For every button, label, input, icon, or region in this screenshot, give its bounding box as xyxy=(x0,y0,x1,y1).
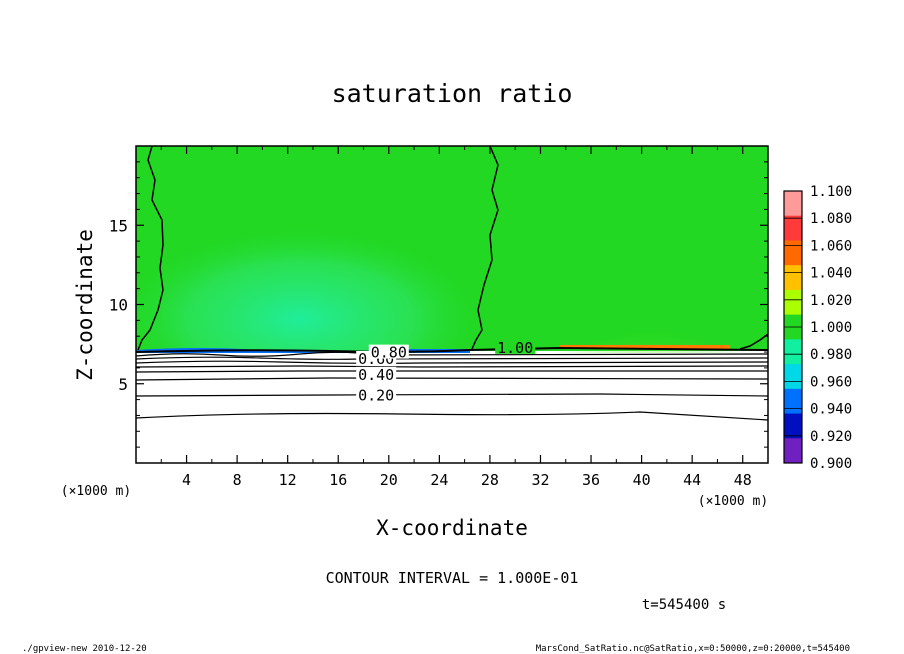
colorbar-segment xyxy=(784,265,802,291)
contour-label-bg xyxy=(356,387,397,402)
y-axis: 5 10 15 xyxy=(109,161,768,448)
colorbar-segment xyxy=(784,289,802,316)
x-tick-label: 24 xyxy=(430,471,448,489)
colorbar-label: 0.980 xyxy=(810,347,852,363)
colorbar-label: 1.000 xyxy=(810,320,852,336)
z-unit-note: (×1000 m) xyxy=(61,484,131,499)
colorbar-label: 0.940 xyxy=(810,402,852,418)
y-axis-title: Z-coordinate xyxy=(73,229,97,381)
contour-line xyxy=(739,333,768,350)
colorbar-label: 1.060 xyxy=(810,238,852,254)
colorbar-segment xyxy=(784,388,802,415)
chart-title: saturation ratio xyxy=(332,79,573,108)
contour-line xyxy=(471,146,499,350)
x-tick-label: 36 xyxy=(582,471,600,489)
contour-labels: 0.200.400.600.80 1.00 xyxy=(356,339,536,404)
contour-label-bg xyxy=(368,344,409,359)
colorbar-label: 1.080 xyxy=(810,211,852,227)
x-tick-label: 48 xyxy=(734,471,752,489)
colorbar-segment xyxy=(784,438,802,464)
contour-label: 0.40 xyxy=(358,366,394,384)
colorbar-segment xyxy=(784,240,802,266)
contour-line xyxy=(137,146,164,351)
contour-label-bg xyxy=(356,366,397,381)
x-tick-label: 16 xyxy=(329,471,347,489)
colorbar-label: 1.020 xyxy=(810,293,852,309)
dry-layer xyxy=(136,353,768,463)
colorbar-label: 0.960 xyxy=(810,374,852,390)
x-axis: 4 8 12 16 20 24 28 32 36 40 44 48 xyxy=(160,146,752,489)
x-unit-note: (×1000 m) xyxy=(698,494,768,509)
x-tick-label: 8 xyxy=(233,471,242,489)
x-tick-label: 28 xyxy=(481,471,499,489)
contour-interval: CONTOUR INTERVAL = 1.000E-01 xyxy=(326,569,579,587)
x-tick-label: 44 xyxy=(683,471,701,489)
x-tick-label: 4 xyxy=(182,471,191,489)
footer-left: ./gpview-new 2010-12-20 xyxy=(22,644,147,654)
contour-label: 1.00 xyxy=(497,339,533,357)
x-axis-title: X-coordinate xyxy=(376,516,528,540)
x-tick-label: 40 xyxy=(633,471,651,489)
contour-label: 0.80 xyxy=(371,344,407,362)
contour-label: 0.20 xyxy=(358,386,394,404)
colorbar-segment xyxy=(784,413,802,439)
plot-area xyxy=(136,146,768,463)
y-tick-label: 10 xyxy=(109,296,128,315)
colorbar-segment xyxy=(784,364,802,390)
colorbar-label: 0.900 xyxy=(810,456,852,472)
x-tick-label: 12 xyxy=(279,471,297,489)
time-label: t=545400 s xyxy=(642,597,726,613)
x-tick-label: 20 xyxy=(380,471,398,489)
colorbar-label: 1.040 xyxy=(810,266,852,282)
x-tick-label: 32 xyxy=(531,471,549,489)
colorbar-segment xyxy=(784,339,802,365)
colorbar-segment xyxy=(784,215,802,241)
colorbar-label: 0.920 xyxy=(810,429,852,445)
y-tick-label: 5 xyxy=(118,375,128,394)
y-tick-label: 15 xyxy=(109,216,128,235)
colorbar: 1.100 1.080 1.060 1.040 1.020 1.000 0.980 0.960… xyxy=(783,184,852,472)
footer-right: MarsCond_SatRatio.nc@SatRatio,x=0:50000,… xyxy=(536,644,850,654)
colorbar-label: 1.100 xyxy=(810,184,852,200)
colorbar-segment xyxy=(784,191,802,217)
contour-label-bg xyxy=(495,339,536,354)
